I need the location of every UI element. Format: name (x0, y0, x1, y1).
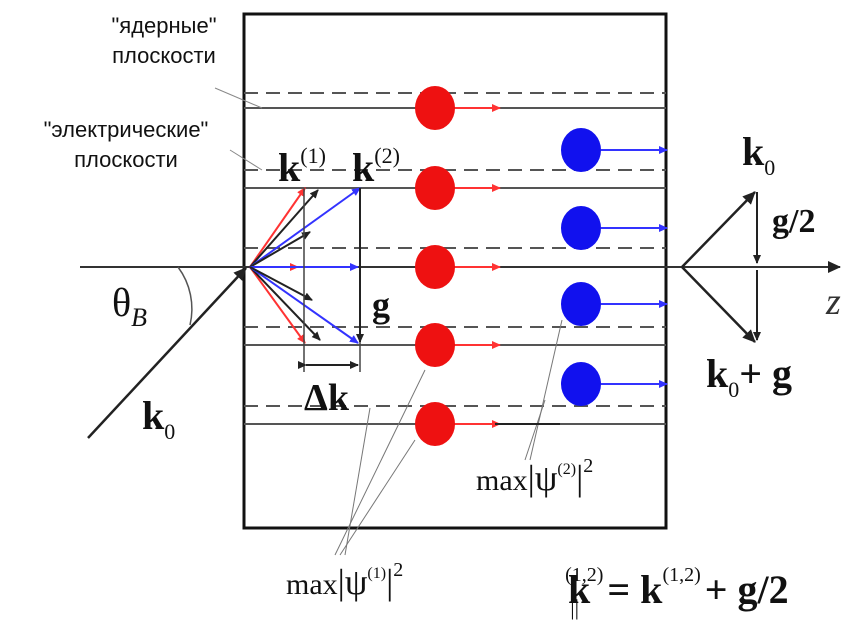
exit-k0 (681, 191, 756, 268)
red-dot-3 (415, 245, 455, 289)
nuclear-planes-label: "ядерные" плоскости (84, 14, 244, 68)
formula-k: k (568, 567, 591, 612)
entry-vectors (249, 187, 364, 372)
electric-planes-line1: "электрические" (43, 117, 209, 142)
theta-arc (177, 266, 193, 326)
theta-main: θ (112, 280, 132, 325)
psi2-leader-a (529, 319, 563, 461)
k0g-label: k0+ g (706, 351, 793, 403)
max-psi2-pre: max (476, 464, 528, 497)
blue-dot-3 (561, 282, 601, 326)
nuclear-planes-line2: плоскости (112, 43, 216, 68)
crystal-box (242, 12, 668, 530)
delta-k-label: Δk (304, 378, 349, 418)
max-psi1-exp: 2 (393, 559, 404, 581)
max-psi1-label: max|ψ(1)|2 (286, 559, 403, 608)
k1-up-red (249, 187, 306, 268)
k0-bottom-sub: 0 (164, 419, 176, 444)
k1-label: k(1) (278, 143, 326, 194)
nuclear-planes-line1: "ядерные" (111, 13, 217, 38)
g-half-text: g/2 (772, 203, 816, 240)
red-dot-5 (415, 402, 455, 446)
psi2-packets (561, 128, 668, 406)
delta-k-text: Δk (304, 377, 349, 419)
blue-dot-1 (561, 128, 601, 172)
leader-electric (229, 149, 263, 171)
electric-planes-label: "электрические" плоскости (6, 118, 246, 172)
psi-leaders (334, 319, 563, 556)
max-psi1-pre: max (286, 568, 338, 601)
k0-bottom-label: k0 (142, 393, 176, 445)
incident-k0-arrow (87, 267, 247, 439)
formula-sup2: (1,2) (662, 564, 701, 586)
max-psi2-exp: 2 (583, 455, 594, 477)
formula-rest: + g/2 (704, 567, 789, 612)
k2-up-blue (249, 187, 361, 268)
max-psi1-psi: |ψ (337, 562, 368, 602)
electric-planes (244, 92, 666, 407)
blue-dot-4 (561, 362, 601, 406)
k-mid-black (249, 231, 311, 268)
k1-up-black (249, 189, 319, 268)
red-dot-1 (415, 86, 455, 130)
max-psi1-post: | (386, 562, 394, 602)
k1-down-red (249, 266, 306, 344)
max-psi2-psi: |ψ (527, 458, 558, 498)
psi2-leader-b (524, 399, 546, 461)
exit-k0g (681, 266, 756, 343)
leader-nuclear (214, 87, 263, 109)
k2-sup: (2) (374, 143, 400, 168)
red-dot-4 (415, 323, 455, 367)
formula-sup: (1,2) (565, 564, 604, 586)
k0-top-label: k0 (742, 129, 776, 181)
k2-label: k(2) (352, 143, 400, 194)
g-text: g (372, 285, 390, 325)
psi1-leader-b (339, 439, 416, 556)
max-psi2-label: max|ψ(2)|2 (476, 455, 593, 504)
max-psi2-post: | (576, 458, 584, 498)
g-half-label: g/2 (772, 204, 815, 240)
red-dot-2 (415, 166, 455, 210)
k1-sup: (1) (300, 143, 326, 168)
electric-planes-line2: плоскости (74, 147, 178, 172)
g-label: g (372, 286, 390, 324)
k0-bottom-main: k (142, 393, 165, 438)
k0g-main: k (706, 351, 729, 396)
max-psi1-sup: (1) (367, 565, 387, 582)
k0g-rest: + g (739, 351, 793, 396)
formula-eq: = k (607, 567, 663, 612)
k0g-sub: 0 (728, 377, 740, 402)
theta-label: θB (112, 280, 148, 333)
formula-sub: || (570, 595, 580, 620)
k2-main: k (352, 145, 375, 190)
blue-dot-2 (561, 206, 601, 250)
z-axis-label: z (826, 282, 841, 322)
k1-main: k (278, 145, 301, 190)
psi1-packets (415, 86, 501, 446)
max-psi2-sup: (2) (557, 461, 577, 478)
formula-label: k||(1,2) = k(1,2) + g/2 (565, 564, 789, 620)
exit-vectors (681, 191, 761, 343)
z-axis-text: z (826, 281, 841, 323)
k-lowmid-black (249, 266, 313, 301)
k0-top-main: k (742, 129, 765, 174)
k1-down-black (249, 266, 321, 341)
psi1-leader-c (344, 407, 371, 556)
k0-top-sub: 0 (764, 155, 776, 180)
theta-sub: B (131, 303, 148, 332)
